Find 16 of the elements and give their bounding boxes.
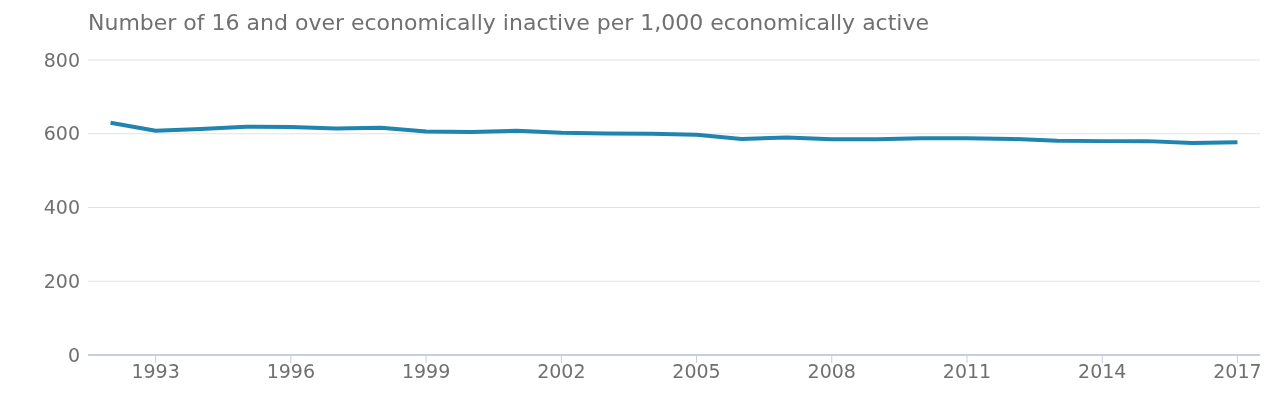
chart-title: Number of 16 and over economically inactive per 1,000 economically active — [87, 9, 930, 37]
x-tick-label: 1993 — [131, 360, 180, 383]
x-tick-label: 1996 — [266, 360, 316, 383]
x-tick-label: 2008 — [807, 360, 856, 383]
y-tick-label: 800 — [43, 48, 80, 71]
x-tick-label: 2005 — [672, 360, 721, 383]
x-tick-label: 2017 — [1213, 360, 1262, 383]
x-tick-label: 2011 — [942, 360, 992, 383]
y-tick-label: 200 — [43, 269, 80, 292]
x-tick-label: 2002 — [537, 360, 586, 383]
y-tick-label: 600 — [43, 122, 80, 145]
line-series — [108, 120, 1240, 145]
x-tick-label: 2014 — [1078, 360, 1127, 383]
y-tick-label: 0 — [67, 343, 80, 366]
y-tick-label: 400 — [43, 196, 80, 219]
x-tick-label: 1999 — [401, 360, 451, 383]
